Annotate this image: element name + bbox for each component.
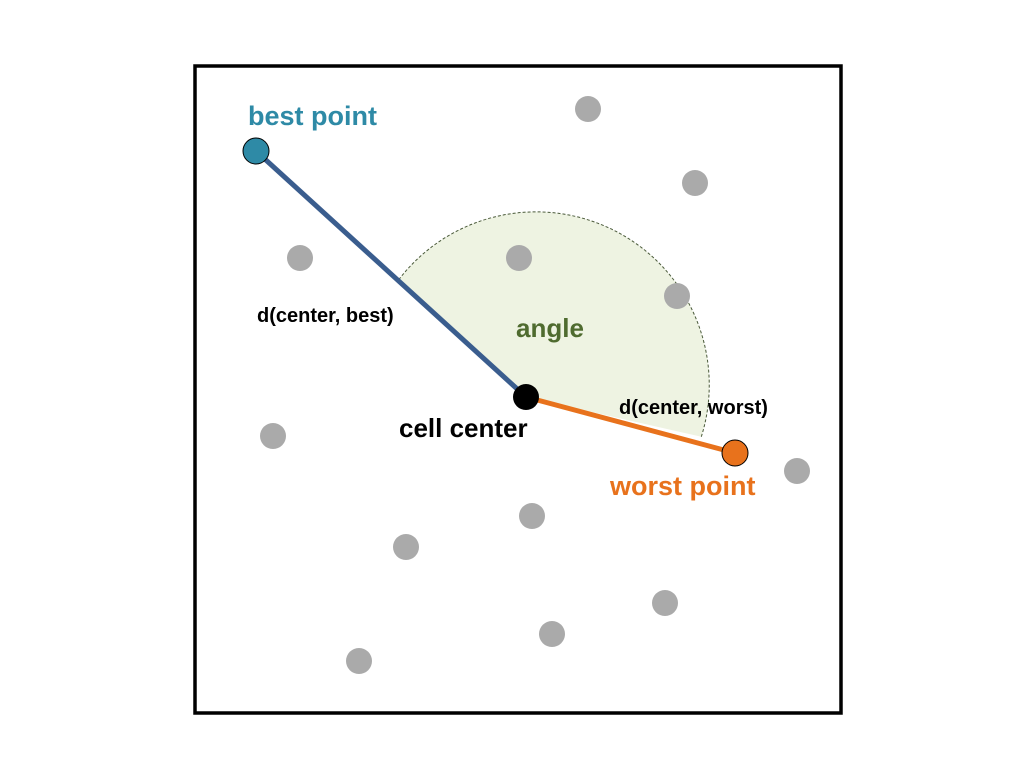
gray-point — [652, 590, 678, 616]
angle-arc — [398, 211, 710, 437]
gray-points — [260, 96, 810, 674]
gray-point — [784, 458, 810, 484]
cell-center-point — [513, 384, 539, 410]
gray-point — [519, 503, 545, 529]
gray-point — [575, 96, 601, 122]
d-center-best-label: d(center, best) — [257, 305, 394, 327]
best-point — [242, 137, 270, 165]
gray-point — [539, 621, 565, 647]
best-distance-line — [254, 149, 528, 399]
worst-distance-line — [525, 394, 736, 456]
angle-sector — [398, 211, 710, 437]
best-point-label: best point — [248, 101, 377, 131]
gray-point — [506, 245, 532, 271]
cell-center-label: cell center — [399, 413, 528, 443]
worst-point — [721, 439, 749, 467]
angle-label: angle — [516, 313, 584, 343]
gray-point — [682, 170, 708, 196]
cell-border — [193, 64, 843, 715]
gray-point — [664, 283, 690, 309]
gray-point — [287, 245, 313, 271]
gray-point — [260, 423, 286, 449]
gray-point — [346, 648, 372, 674]
gray-point — [393, 534, 419, 560]
d-center-worst-label: d(center, worst) — [619, 397, 768, 419]
worst-point-label: worst point — [609, 471, 755, 501]
